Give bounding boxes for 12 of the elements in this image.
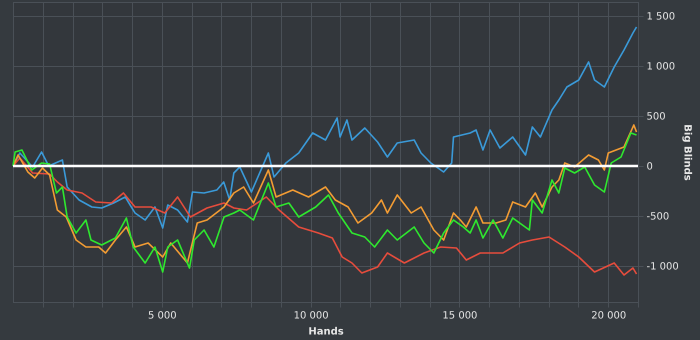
y-tick-label: 1 500 bbox=[646, 12, 676, 22]
y-tick-label: -500 bbox=[646, 212, 670, 222]
y-tick-label: 0 bbox=[646, 162, 653, 172]
x-axis-title: Hands bbox=[308, 326, 344, 338]
y-axis-title: Big Blinds bbox=[682, 124, 693, 181]
y-tick-label: -1 000 bbox=[646, 262, 679, 272]
y-tick-label: 500 bbox=[646, 112, 666, 122]
x-tick-label: 5 000 bbox=[148, 310, 177, 322]
x-tick-label: 20 000 bbox=[591, 310, 626, 322]
x-tick-label: 15 000 bbox=[442, 310, 478, 322]
y-tick-label: 1 000 bbox=[646, 62, 676, 72]
x-tick-label: 10 000 bbox=[294, 310, 329, 322]
